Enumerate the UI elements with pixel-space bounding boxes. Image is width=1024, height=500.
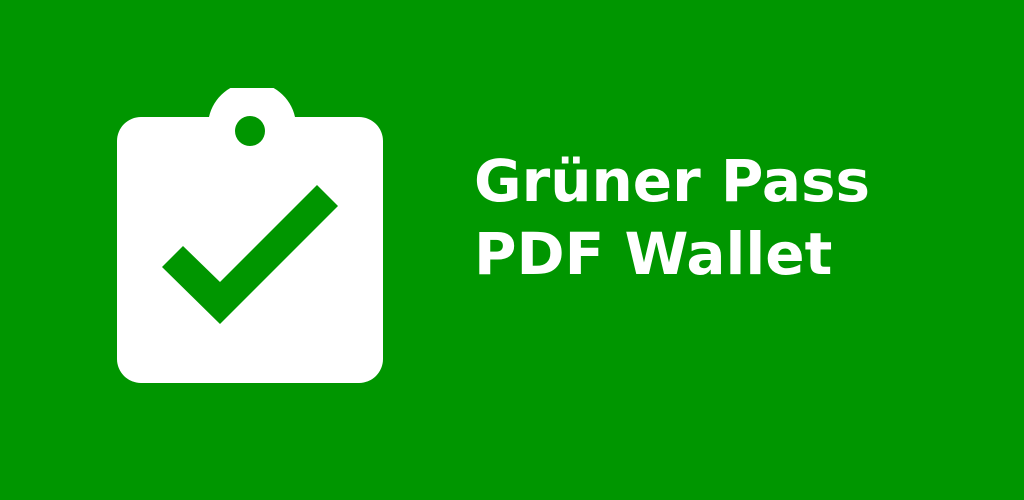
clipboard-check-icon (117, 82, 383, 383)
app-title: Grüner Pass PDF Wallet (474, 145, 994, 291)
app-title-line-2: PDF Wallet (474, 220, 833, 288)
app-title-line-1: Grüner Pass (474, 147, 871, 215)
